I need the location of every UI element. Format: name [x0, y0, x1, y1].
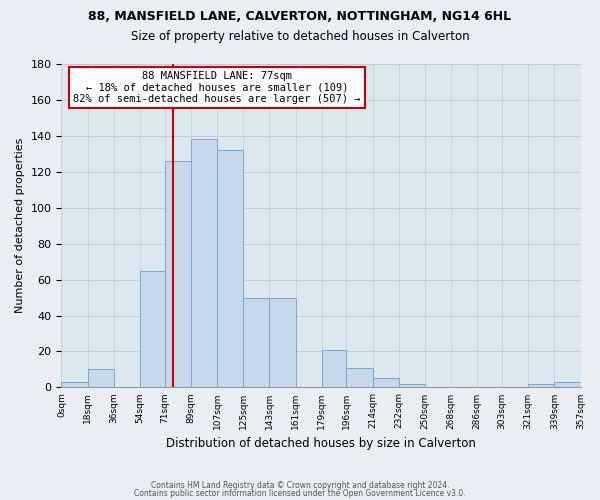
Bar [528, 384, 554, 388]
X-axis label: Distribution of detached houses by size in Calverton: Distribution of detached houses by size … [166, 437, 476, 450]
Bar [373, 378, 399, 388]
Text: Contains HM Land Registry data © Crown copyright and database right 2024.: Contains HM Land Registry data © Crown c… [151, 481, 449, 490]
Bar [88, 370, 114, 388]
Bar [243, 298, 269, 388]
Bar [191, 140, 217, 388]
Bar [140, 270, 164, 388]
Text: Size of property relative to detached houses in Calverton: Size of property relative to detached ho… [131, 30, 469, 43]
Bar [346, 368, 373, 388]
Bar [61, 382, 88, 388]
Bar [554, 382, 581, 388]
Text: 88 MANSFIELD LANE: 77sqm
← 18% of detached houses are smaller (109)
82% of semi-: 88 MANSFIELD LANE: 77sqm ← 18% of detach… [73, 71, 361, 104]
Bar [217, 150, 243, 388]
Bar [269, 298, 296, 388]
Text: 88, MANSFIELD LANE, CALVERTON, NOTTINGHAM, NG14 6HL: 88, MANSFIELD LANE, CALVERTON, NOTTINGHA… [88, 10, 512, 23]
Y-axis label: Number of detached properties: Number of detached properties [15, 138, 25, 314]
Bar [164, 161, 191, 388]
Bar [399, 384, 425, 388]
Text: Contains public sector information licensed under the Open Government Licence v3: Contains public sector information licen… [134, 488, 466, 498]
Bar [322, 350, 346, 388]
